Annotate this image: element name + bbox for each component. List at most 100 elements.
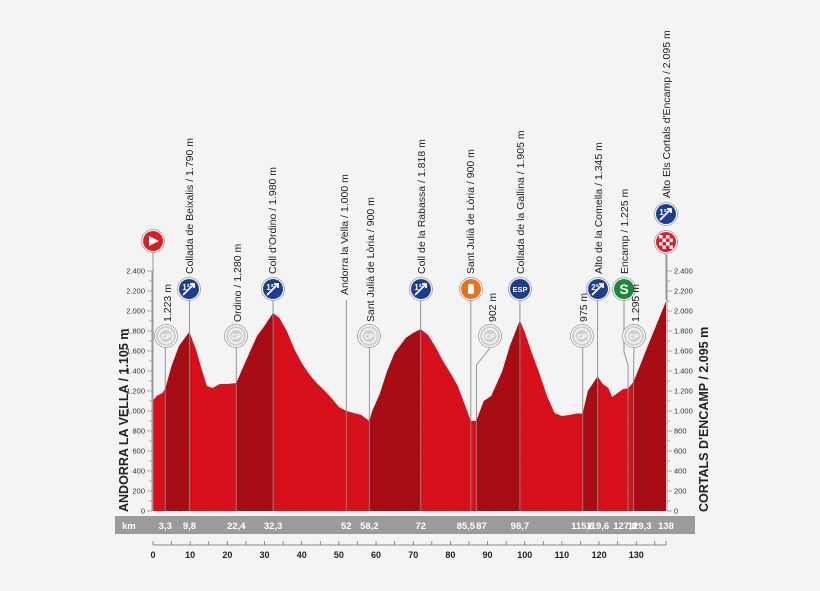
sprint-cp-icon: CP [570,324,594,348]
y-tick-label: 0 [141,507,145,516]
svg-text:CP: CP [629,334,639,341]
marker-label: Ordino / 1.280 m [232,244,244,322]
y-tick-label: 2.000 [126,307,145,316]
x-tick-label: 10 [185,550,195,560]
km-marker-label: 129,3 [628,521,652,532]
svg-text:CP: CP [161,334,171,341]
y-tick-label: 2.400 [126,267,145,276]
sprint-cp-icon: CP [478,324,502,348]
finish-icon [654,230,678,254]
sprint-cp-icon: CP [622,324,646,348]
marker-label: Coll de la Rabassa / 1.818 m [416,139,428,274]
x-tick-label: 60 [371,550,381,560]
y-tick-label: 400 [132,467,145,476]
km-marker-label: 119,6 [586,521,609,532]
profile-texture [153,301,666,511]
km-marker-label: 3,3 [159,521,172,532]
marker-label: Alto Els Cortals d'Encamp / 2.095 m [661,30,673,198]
climb-cat-1-icon: 1ª [409,277,433,301]
x-tick-label: 50 [334,550,344,560]
x-tick-label: 40 [297,550,307,560]
x-tick-label: 130 [629,550,644,560]
svg-text:CP: CP [231,334,241,341]
x-tick-label: 80 [445,550,455,560]
svg-text:ESP: ESP [512,285,527,294]
y-tick-label: 1.200 [126,387,145,396]
y-tick-label: 1.600 [674,347,693,356]
km-bar: km 3,3 9,8 22,4 32,3 52 58,2 72 85,5 87 98,7 115,6… [115,516,695,534]
y-tick-label: 1.000 [126,407,145,416]
km-marker-label: 22,4 [227,521,246,532]
climb-cat-1-icon: 1ª [177,277,201,301]
y-tick-label: 2.400 [674,267,693,276]
y-tick-label: 600 [132,447,145,456]
sprint-cp-icon: CP [357,324,381,348]
y-tick-label: 1.400 [674,367,693,376]
x-tick-label: 0 [150,550,155,560]
y-tick-label: 1.800 [674,327,693,336]
y-tick-label: 1.600 [126,347,145,356]
svg-text:CP: CP [485,334,495,341]
y-tick-label: 2.200 [674,287,693,296]
svg-text:1ª: 1ª [414,283,421,292]
climb-cat-1-icon: 1ª [261,277,285,301]
km-marker-label: 72 [415,521,426,532]
y-tick-label: 800 [132,427,145,436]
finish-town-label: CORTALS D'ENCAMP / 2.095 m [697,327,711,512]
km-marker-label: 58,2 [360,521,379,532]
marker-label: Alto de la Comella / 1.345 m [593,142,605,274]
x-tick-label: 90 [483,550,493,560]
climb-esp-icon: ESP [508,277,532,301]
x-tick-label: 30 [260,550,270,560]
svg-text:1ª: 1ª [182,283,189,292]
marker-lines [152,252,667,511]
x-tick-label: 120 [592,550,607,560]
y-tick-label: 200 [132,487,145,496]
marker-label: Encamp / 1.225 m [619,189,631,274]
x-tick-label: 110 [555,550,570,560]
y-tick-label: 1.400 [126,367,145,376]
y-tick-label: 1.200 [674,387,693,396]
marker-label: 975 m [578,293,590,322]
y-tick-label: 400 [674,467,687,476]
km-markers: 3,3 9,8 22,4 32,3 52 58,2 72 85,5 87 98,7 115,6119… [159,521,674,532]
sprint-icon: S [612,277,636,301]
km-marker-label: 98,7 [511,521,530,532]
marker-label: 902 m [487,293,499,322]
marker-icons: CP 1ª CP 1ª CP 1ª CP ESP CP 2ª S CP 1ª [141,202,678,348]
feed-zone-icon [459,277,483,301]
y-axis-left: 0 200 400 600 800 1.000 1.200 1.400 1.600 1.800 2.… [126,267,153,516]
km-bar-background [115,516,695,534]
svg-text:CP: CP [364,334,374,341]
x-tick-label: 70 [408,550,418,560]
marker-label: 1.223 m [162,284,174,322]
marker-label: Sant Julià de Lòria / 900 m [365,197,377,322]
y-tick-label: 1.000 [674,407,693,416]
y-tick-label: 600 [674,447,687,456]
start-icon [141,229,165,253]
marker-labels: 1.223 m Collada de Beixalis / 1.790 m Ordi… [162,30,673,322]
y-tick-label: 0 [674,507,678,516]
y-tick-label: 2.000 [674,307,693,316]
marker-label: Andorra la Vella / 1.000 m [339,174,351,295]
km-marker-label: 87 [476,521,487,532]
svg-text:2ª: 2ª [591,283,598,292]
km-marker-label: 52 [341,521,352,532]
km-bar-label: km [122,521,136,532]
y-tick-label: 200 [674,487,687,496]
start-town-label: ANDORRA LA VELLA / 1.105 m [117,329,131,512]
marker-label: Sant Julià de Lòria / 900 m [465,149,477,274]
y-tick-label: 2.200 [126,287,145,296]
y-axis-right: 0 200 400 600 800 1.000 1.200 1.400 1.600 1.800 2.… [666,255,693,516]
svg-text:S: S [619,281,628,297]
climb-cat-2-icon: 2ª [586,277,610,301]
marker-label: 1.295 m [630,284,642,322]
marker-label: Collada de la Gallina / 1.905 m [515,130,527,274]
x-axis: 0 10 20 30 40 50 60 70 80 90 100 110 120 130 [150,541,667,560]
sprint-cp-icon: CP [154,324,178,348]
km-marker-label: 9,8 [183,521,196,532]
km-marker-label: 138 [658,521,674,532]
sprint-cp-icon: CP [224,324,248,348]
svg-text:CP: CP [577,334,587,341]
